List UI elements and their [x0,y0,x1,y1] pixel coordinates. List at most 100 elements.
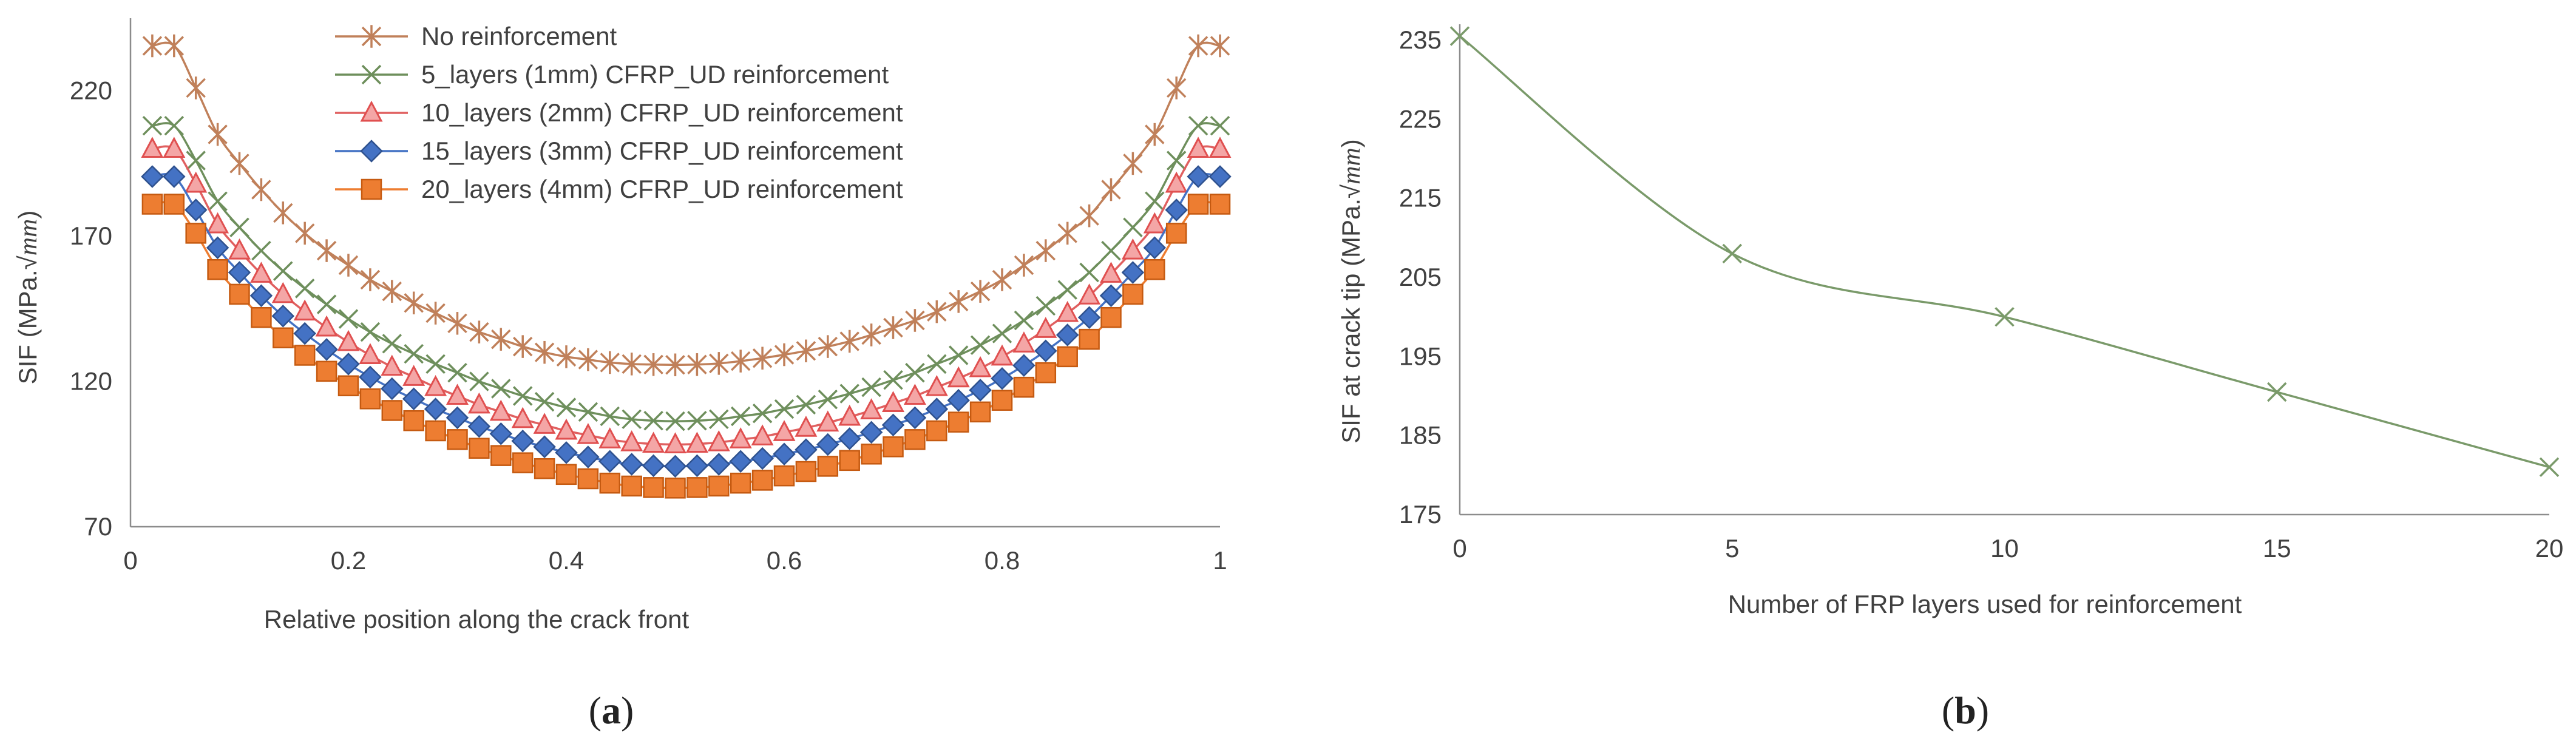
chart-b-panel-label-open: ( [1942,689,1954,732]
chart-b-panel-label-letter: b [1954,689,1976,732]
chart-a-data-point [1012,354,1035,377]
chart-a-data-point [1121,261,1145,284]
chart-a-data-point [141,194,163,215]
chart-b-y-tick-label: 235 [1399,25,1442,54]
chart-a-data-point [1100,262,1122,283]
chart-a-data-point [730,472,751,494]
chart-b-data-point [1722,243,1742,264]
chart-a-data-point [883,316,903,339]
chart-a-data-point [991,344,1014,366]
chart-a-data-point [1145,191,1165,211]
chart-a-data-point [1013,376,1035,398]
chart-a-series-1 [142,34,1230,377]
chart-a-data-point [665,478,686,499]
chart-a-data-point [403,410,424,431]
chart-a-data-point [142,115,163,136]
chart-a-data-point [446,406,469,430]
chart-a-data-point [186,150,206,171]
chart-a-data-point [446,384,469,405]
chart-a-data-point [643,353,663,376]
chart-b-series-1 [1449,26,2560,478]
chart-a-data-point [1035,239,1056,262]
chart-b-y-axis-title-main: SIF at crack tip (MPa. [1337,198,1365,444]
chart-a-data-point [511,407,534,428]
chart-a-data-point [708,475,730,497]
chart-a-data-point [229,283,250,305]
legend-label: 20_layers (4mm) CFRP_UD reinforcement [421,175,903,203]
legend-label: 10_layers (2mm) CFRP_UD reinforcement [421,98,903,127]
chart-a-y-tick-label: 120 [70,367,112,396]
chart-a-data-point [556,397,577,417]
chart-a-data-point [1100,306,1122,328]
chart-b-data-point [2539,457,2560,478]
chart-a-data-point [316,294,337,314]
chart-a-data-point [904,429,926,450]
chart-a-data-point [1208,137,1232,158]
chart-a-data-point [861,323,881,346]
chart-a-x-tick-label: 0.6 [767,546,802,575]
chart-a-y-tick-label: 70 [84,512,112,541]
legend-marker [361,25,382,48]
chart-a-data-point [447,312,467,335]
chart-a-data-point [773,465,795,487]
chart-b-series [1449,26,2560,478]
chart-a-data-point [883,436,904,458]
chart-a-data-point [665,411,685,431]
chart-a-data-point [838,427,861,450]
chart-a-data-point [709,352,729,375]
chart-a-data-point [1165,198,1188,221]
chart-a-data-point [752,346,773,370]
chart-a-data-point [925,374,948,396]
chart-a-data-point [577,468,599,490]
chart-a-data-point [663,455,687,478]
chart-a-data-point [1056,323,1079,346]
chart-a-data-point [1188,34,1208,58]
chart-a-data-point [927,300,947,323]
chart-a-data-point [577,445,600,468]
chart-a-data-point [163,137,186,158]
chart-a-data-point [642,454,665,478]
chart-a-data-point [293,322,316,345]
chart-a-x-tick-label: 1 [1213,546,1227,575]
chart-a-data-point [249,284,273,308]
chart-a-data-point [425,302,446,325]
chart-b-x-tick-label: 15 [2263,534,2291,563]
chart-a-data-point [685,431,708,453]
chart-a-data-point [1101,240,1121,261]
chart-b-data-point [2267,382,2287,402]
legend-entry-3: 10_layers (2mm) CFRP_UD reinforcement [335,98,903,127]
chart-a-data-point [620,430,643,451]
chart-a: 70 120 170 220 0 0.2 0.4 0.6 0.8 1 No reinforceme… [13,18,1232,732]
chart-a-data-point [773,420,796,441]
chart-a-data-point [752,404,773,424]
chart-a-data-point [447,429,468,450]
chart-a-data-point [208,123,228,146]
chart-a-data-point [664,432,686,453]
chart-a-data-point [555,441,578,464]
chart-a-y-axis-title-close: ) [13,211,42,219]
chart-a-data-point [1165,223,1187,244]
chart-a-data-point [359,388,381,410]
chart-a-data-point [947,411,969,433]
chart-a-data-point [359,343,382,364]
chart-a-data-point [600,406,620,427]
chart-a-legend: No reinforcement 5_layers (1mm) CFRP_UD r… [335,22,903,203]
chart-a-data-point [818,390,838,410]
chart-a-data-point [1166,150,1187,171]
chart-a-data-point [337,353,360,376]
chart-a-data-point [404,291,424,315]
chart-a-data-point [1057,221,1077,245]
chart-a-data-point [620,453,643,476]
chart-b-x-tick-label: 0 [1452,534,1466,563]
chart-a-data-point [839,330,859,353]
chart-a-data-point [1144,259,1165,280]
chart-b-y-axis-title-root: √ [1337,184,1365,198]
chart-a-data-point [598,427,622,448]
chart-b-data-point [1995,306,2015,327]
chart-a-data-point [687,353,707,376]
chart-a-data-point [1121,238,1144,260]
chart-a-data-point [1079,262,1099,283]
chart-a-data-point [1057,280,1077,300]
chart-a-data-point [859,421,883,444]
